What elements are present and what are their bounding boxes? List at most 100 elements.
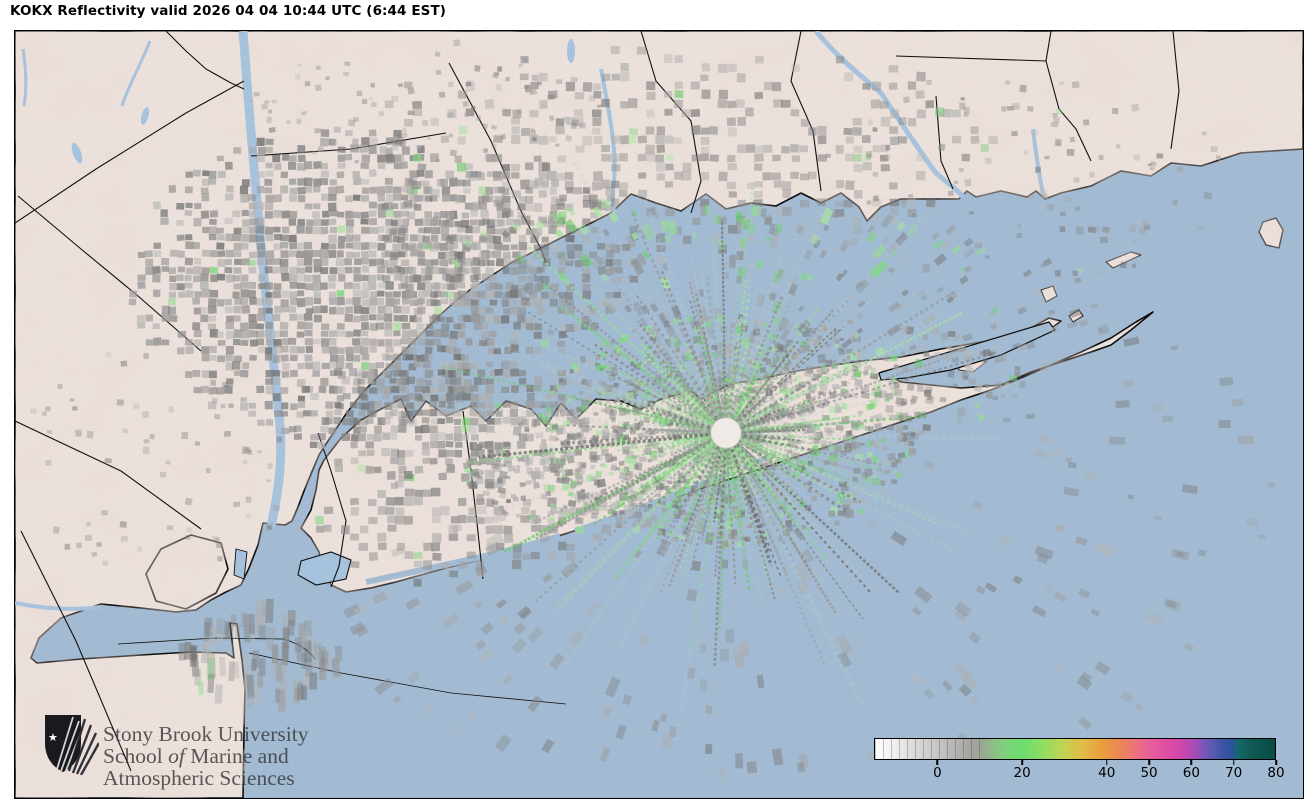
clutter-speckle xyxy=(854,281,863,290)
clutter-speckle xyxy=(703,204,710,215)
clutter-speckle xyxy=(623,449,630,456)
clutter-speckle xyxy=(820,445,827,452)
clutter-speckle xyxy=(446,464,456,473)
clutter-speckle xyxy=(529,88,538,96)
clutter-speckle xyxy=(625,235,637,249)
clutter-speckle xyxy=(932,239,944,250)
clutter-speckle xyxy=(368,362,378,371)
clutter-speckle xyxy=(871,477,881,486)
clutter-speckle xyxy=(862,153,872,162)
clutter-speckle xyxy=(297,154,306,163)
clutter-speckle xyxy=(168,267,177,275)
clutter-speckle xyxy=(271,644,279,663)
clutter-speckle xyxy=(974,242,983,249)
clutter-speckle xyxy=(440,259,449,267)
clutter-speckle xyxy=(208,626,217,646)
clutter-speckle xyxy=(626,274,636,284)
clutter-speckle xyxy=(461,212,470,219)
clutter-speckle xyxy=(582,283,591,292)
clutter-speckle xyxy=(265,522,273,529)
clutter-speckle xyxy=(853,226,863,235)
shield-star-icon: ★ xyxy=(48,731,58,744)
clutter-speckle xyxy=(512,551,522,559)
clutter-speckle xyxy=(678,471,684,476)
clutter-speckle xyxy=(495,542,505,551)
clutter-speckle xyxy=(1025,341,1036,350)
clutter-speckle xyxy=(745,144,756,153)
clutter-speckle xyxy=(465,338,473,346)
clutter-speckle xyxy=(414,243,423,252)
clutter-speckle xyxy=(530,128,535,132)
clutter-speckle xyxy=(1055,140,1061,146)
clutter-speckle xyxy=(233,267,242,274)
clutter-speckle xyxy=(240,242,249,250)
clutter-speckle xyxy=(1258,534,1266,540)
clutter-speckle xyxy=(551,244,559,251)
clutter-speckle xyxy=(714,308,723,319)
clutter-speckle xyxy=(233,251,242,258)
clutter-speckle xyxy=(216,331,224,338)
clutter-speckle xyxy=(736,99,745,108)
clutter-speckle xyxy=(320,426,329,433)
clutter-speckle xyxy=(357,433,367,442)
clutter-speckle xyxy=(437,418,446,425)
clutter-speckle xyxy=(550,179,559,188)
clutter-speckle xyxy=(412,153,422,162)
clutter-speckle xyxy=(345,346,354,355)
clutter-speckle xyxy=(382,369,390,376)
clutter-speckle xyxy=(368,282,377,291)
clutter-speckle xyxy=(256,385,265,394)
clutter-speckle xyxy=(488,449,494,454)
clutter-speckle xyxy=(610,198,620,207)
clutter-speckle xyxy=(601,524,612,534)
clutter-speckle xyxy=(412,100,423,109)
clutter-speckle xyxy=(700,74,709,82)
clutter-speckle xyxy=(213,413,221,420)
clutter-speckle xyxy=(397,450,406,458)
clutter-speckle xyxy=(549,516,555,521)
ct-county-line xyxy=(895,31,1092,162)
clutter-speckle xyxy=(614,266,623,274)
clutter-speckle xyxy=(462,368,471,376)
clutter-speckle xyxy=(1131,103,1139,112)
clutter-speckle xyxy=(727,63,738,73)
clutter-speckle xyxy=(347,119,356,127)
clutter-speckle xyxy=(546,328,555,337)
clutter-speckle xyxy=(1019,84,1027,93)
clutter-speckle xyxy=(1000,393,1006,398)
clutter-speckle xyxy=(737,267,746,278)
clutter-speckle xyxy=(510,163,520,172)
clutter-speckle xyxy=(384,177,393,185)
clutter-speckle xyxy=(258,658,266,677)
clutter-speckle xyxy=(928,354,934,360)
colorbar-tick-label: 60 xyxy=(1182,765,1200,781)
clutter-speckle xyxy=(907,81,917,90)
clutter-speckle xyxy=(184,275,192,282)
clutter-speckle xyxy=(282,337,290,346)
clutter-speckle xyxy=(232,338,241,346)
clutter-speckle xyxy=(177,266,185,273)
clutter-speckle xyxy=(1049,450,1061,457)
clutter-speckle xyxy=(526,384,534,392)
clutter-speckle xyxy=(721,559,729,569)
clutter-speckle xyxy=(358,369,367,377)
clutter-speckle xyxy=(781,145,790,154)
clutter-speckle xyxy=(445,218,454,228)
clutter-speckle xyxy=(397,378,406,385)
clutter-speckle xyxy=(185,202,193,209)
clutter-speckle xyxy=(538,161,548,172)
clutter-speckle xyxy=(432,227,441,235)
clutter-speckle xyxy=(352,354,361,362)
clutter-speckle xyxy=(1065,457,1072,463)
clutter-speckle xyxy=(176,202,185,210)
plum-island xyxy=(1068,309,1084,323)
clutter-speckle xyxy=(371,101,377,108)
clutter-speckle xyxy=(297,63,302,68)
clutter-speckle xyxy=(393,210,403,218)
clutter-speckle xyxy=(945,353,954,362)
clutter-speckle xyxy=(798,305,805,313)
clutter-speckle xyxy=(646,206,656,216)
clutter-speckle xyxy=(310,392,319,401)
clutter-speckle xyxy=(895,425,904,434)
clutter-speckle xyxy=(377,290,385,297)
